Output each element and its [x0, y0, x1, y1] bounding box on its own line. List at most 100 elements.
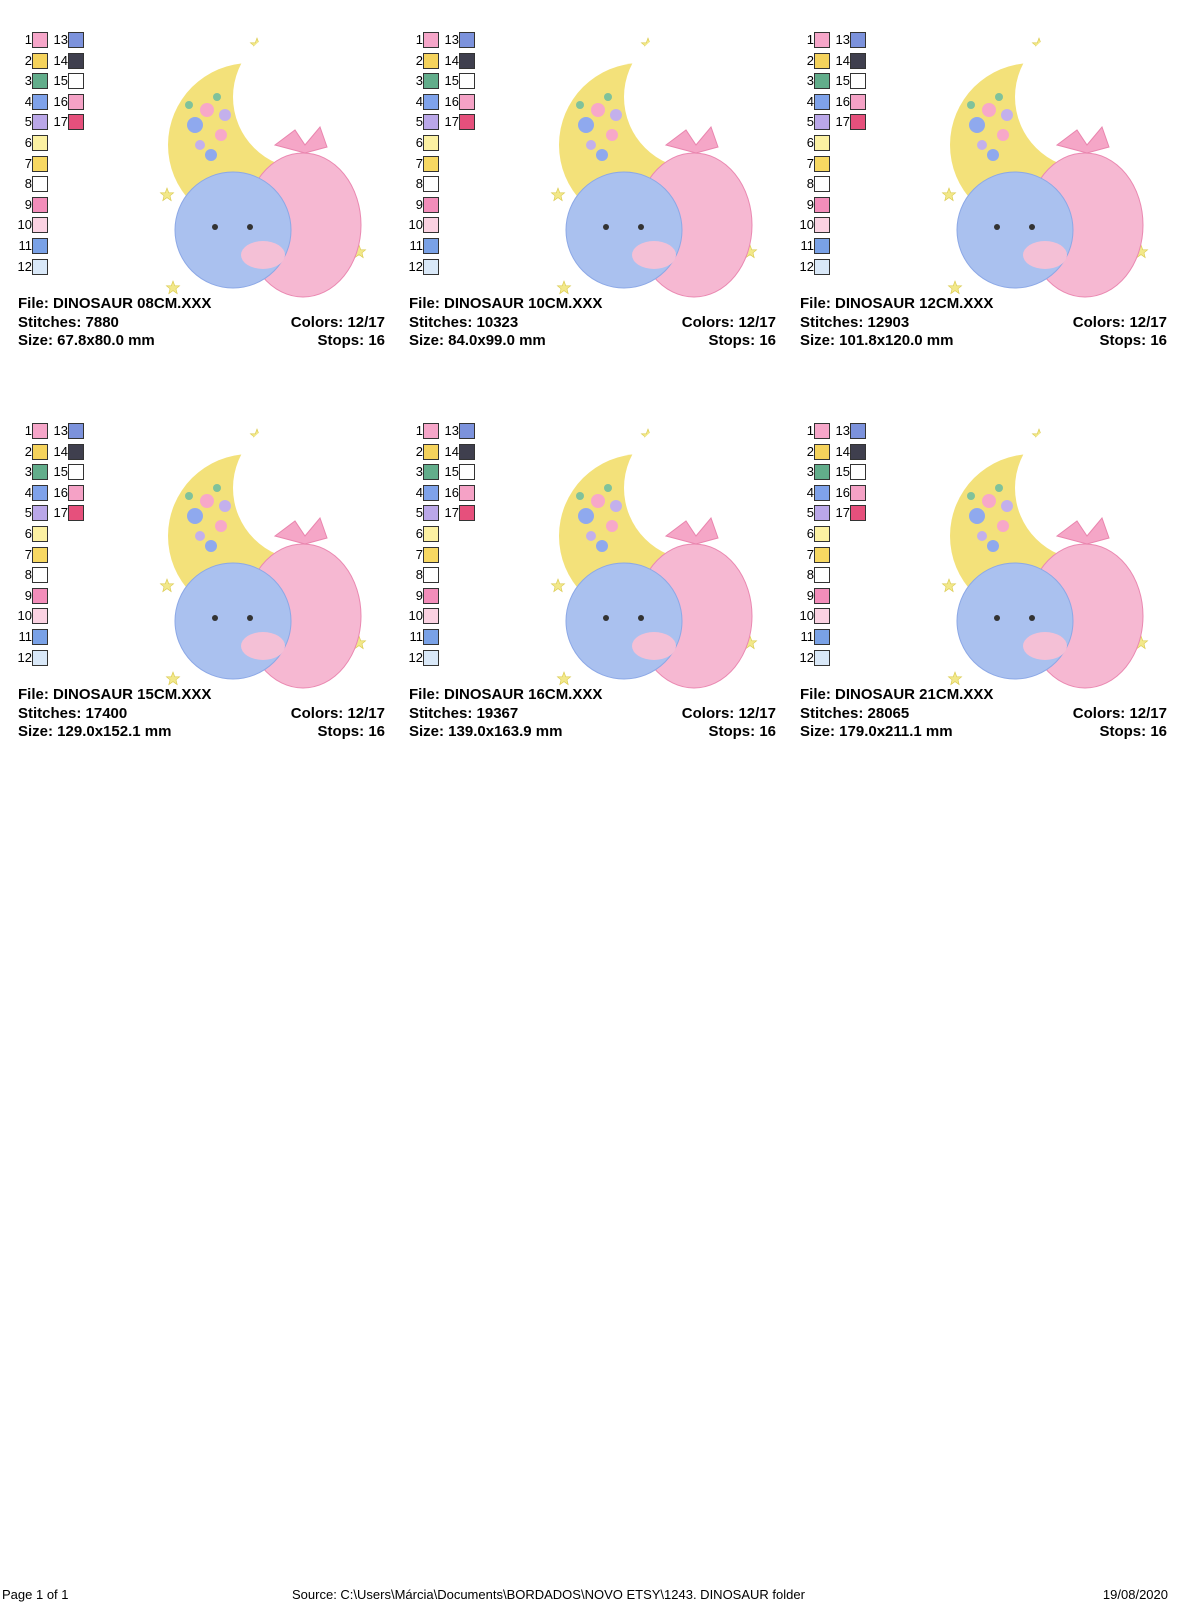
- color-swatch: [423, 629, 439, 645]
- color-number: 17: [53, 505, 68, 521]
- color-number: 15: [444, 73, 459, 89]
- color-number: 15: [53, 73, 68, 89]
- color-swatch: [814, 649, 830, 666]
- color-count: Colors: 12/17: [681, 314, 776, 331]
- color-number: 5: [415, 114, 423, 130]
- color-number: 14: [53, 52, 68, 68]
- color-swatch: [850, 423, 866, 439]
- color-number: 4: [415, 484, 423, 500]
- color-swatch: [814, 567, 830, 584]
- color-number: 1: [24, 32, 32, 47]
- stop-count: Stops: 16: [708, 332, 776, 349]
- color-swatch: [459, 484, 475, 501]
- color-swatch: [423, 649, 439, 666]
- color-number: 8: [24, 176, 32, 192]
- color-swatch: [423, 567, 439, 584]
- color-swatch: [814, 52, 830, 69]
- color-swatch: [814, 258, 830, 275]
- color-swatch: [68, 505, 84, 522]
- color-swatch: [32, 176, 48, 193]
- source-path: Source: C:\Users\Márcia\Documents\BORDAD…: [292, 1587, 805, 1602]
- color-number: 1: [806, 32, 814, 47]
- color-number: 12: [17, 649, 32, 665]
- color-number: 10: [408, 608, 423, 624]
- color-number: 15: [835, 464, 850, 480]
- color-swatch: [32, 464, 48, 481]
- color-number: 17: [444, 114, 459, 130]
- color-number: 3: [806, 464, 814, 480]
- color-number: 7: [806, 155, 814, 171]
- color-swatch: [32, 423, 48, 439]
- color-swatch: [423, 52, 439, 69]
- color-swatch: [814, 587, 830, 604]
- color-swatch: [32, 52, 48, 69]
- stop-count: Stops: 16: [1099, 723, 1167, 740]
- color-swatch: [32, 155, 48, 172]
- color-swatch: [850, 114, 866, 131]
- color-swatch: [32, 608, 48, 625]
- color-number: 11: [409, 629, 424, 644]
- color-number: 14: [444, 52, 459, 68]
- color-swatch: [423, 258, 439, 275]
- color-number: 2: [415, 443, 423, 459]
- color-swatch: [32, 196, 48, 213]
- color-swatch: [423, 608, 439, 625]
- print-date: 19/08/2020: [1102, 1587, 1168, 1602]
- color-number: 10: [799, 608, 814, 624]
- color-swatch: [423, 114, 439, 131]
- color-count: Colors: 12/17: [1072, 705, 1167, 722]
- color-number: 1: [24, 423, 32, 438]
- color-swatch: [814, 155, 830, 172]
- color-swatch: [32, 443, 48, 460]
- color-swatch: [850, 93, 866, 110]
- color-number: 4: [415, 93, 423, 109]
- color-number: 17: [835, 114, 850, 130]
- color-count: Colors: 12/17: [1072, 314, 1167, 331]
- color-number: 14: [835, 443, 850, 459]
- color-swatch: [68, 73, 84, 90]
- stop-count: Stops: 16: [317, 332, 385, 349]
- color-number: 6: [415, 135, 423, 150]
- color-swatch: [423, 505, 439, 522]
- color-number: 8: [415, 567, 423, 583]
- color-number: 6: [806, 135, 814, 150]
- color-number: 16: [835, 484, 850, 500]
- color-swatch: [850, 52, 866, 69]
- color-swatch: [68, 93, 84, 110]
- color-number: 16: [444, 93, 459, 109]
- color-swatch: [850, 443, 866, 460]
- color-swatch: [459, 52, 475, 69]
- color-swatch: [814, 629, 830, 645]
- color-swatch: [850, 464, 866, 481]
- embroidery-image: [550, 426, 768, 689]
- color-number: 8: [415, 176, 423, 192]
- design-size: Size: 139.0x163.9 mm: [409, 723, 563, 740]
- stop-count: Stops: 16: [317, 723, 385, 740]
- color-swatch: [814, 423, 830, 439]
- color-number: 9: [24, 587, 32, 603]
- color-swatch: [68, 114, 84, 131]
- color-number: 9: [24, 196, 32, 212]
- color-swatch: [32, 567, 48, 584]
- color-number: 2: [806, 443, 814, 459]
- color-number: 13: [444, 423, 459, 438]
- color-number: 3: [24, 73, 32, 89]
- color-swatch: [423, 32, 439, 48]
- color-number: 3: [806, 73, 814, 89]
- color-number: 15: [444, 464, 459, 480]
- color-swatch: [850, 73, 866, 90]
- file-name: File: DINOSAUR 16CM.XXX: [409, 686, 603, 703]
- color-swatch: [814, 93, 830, 110]
- color-swatch: [68, 52, 84, 69]
- color-number: 10: [799, 217, 814, 233]
- color-swatch: [423, 73, 439, 90]
- color-swatch: [850, 484, 866, 501]
- color-swatch: [68, 464, 84, 481]
- color-number: 5: [806, 505, 814, 521]
- color-number: 7: [24, 155, 32, 171]
- color-number: 11: [18, 629, 33, 644]
- color-swatch: [459, 423, 475, 439]
- design-card: 1 2 3 4 5 6 7 8 9 10 11 12 13 14 15 16 17 File: DINOSAUR…: [406, 30, 776, 380]
- color-number: 4: [806, 93, 814, 109]
- color-number: 12: [17, 258, 32, 274]
